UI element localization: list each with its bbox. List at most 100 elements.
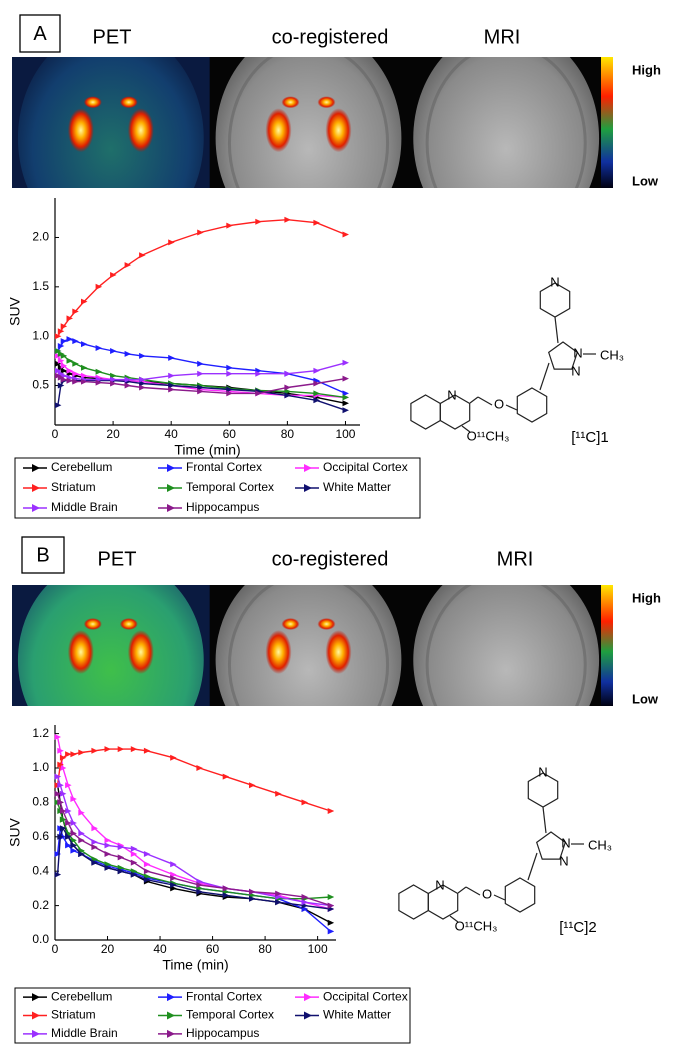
structure [398,772,584,923]
panel-label-box [19,14,61,53]
legend-marker [304,464,312,472]
legend-marker [32,993,40,1002]
x-tick-label: 40 [153,942,167,956]
phenyl-ring [516,387,548,423]
brain [215,585,402,706]
bond [527,852,538,881]
uptake-spot [325,108,352,153]
atom-label: O [482,886,492,901]
bond [542,806,547,834]
atom-label: N [561,835,570,850]
bond [539,362,550,391]
quinoline-ring [398,884,429,920]
colorbar-high: High [632,590,661,605]
legend-label: Frontal Cortex [186,989,262,1003]
brain [17,585,204,706]
y-tick-label: 1.5 [32,279,49,293]
atom-label: N [435,877,444,892]
uptake-spot [83,96,102,109]
brain-inner [227,57,390,188]
atom-label: O [494,396,504,411]
legend-label: Hippocampus [186,1026,259,1040]
uptake-spot [265,630,292,675]
legend-marker [32,484,40,492]
bond [465,886,481,896]
x-tick-label: 80 [258,942,272,956]
image-title: MRI [484,26,521,48]
legend-label: Occipital Cortex [323,989,408,1003]
y-axis-title: SUV [7,817,23,846]
atom-label: CH₃ [600,347,624,362]
compound-name: [¹¹C]1 [571,429,609,446]
series-line [54,790,335,909]
atom-label: O¹¹CH₃ [455,918,498,933]
x-tick-label: 100 [335,427,355,441]
uptake-spot [281,96,300,109]
legend-label: Striatum [51,1008,96,1022]
legend-label: Hippocampus [186,500,259,514]
uptake-spot [119,618,138,631]
atom-label: O¹¹CH₃ [467,428,510,443]
image-strip [12,57,605,188]
uptake-spot [281,618,300,631]
series-line [54,372,349,397]
image-title: PET [93,26,132,48]
legend-marker [167,1029,175,1038]
y-tick-label: 0.5 [32,378,49,392]
y-tick-label: 0.2 [32,898,49,912]
atom-label: N [538,764,547,779]
legend-label: Cerebellum [51,460,112,474]
bond [554,316,559,344]
atom-label: N [550,274,559,289]
bond [477,396,493,406]
legend-label: Temporal Cortex [186,1008,274,1022]
brain-inner [425,585,587,706]
image-strip [12,585,605,706]
legend-marker [167,464,175,472]
uptake-spot [317,96,336,109]
legend-box [14,987,411,1044]
x-tick-label: 60 [206,942,220,956]
legend-marker [167,484,175,492]
y-tick-label: 1.2 [32,726,49,740]
colorbar-low: Low [632,691,659,706]
brain [413,585,600,706]
bond [493,894,506,901]
y-tick-label: 1.0 [32,328,49,342]
image-title: PET [98,548,137,570]
legend-label: White Matter [323,480,391,494]
pyrazole-ring [547,341,579,370]
phenyl-ring [504,877,536,913]
legend-marker [167,1011,175,1020]
brain-inner [425,57,587,188]
colorbar-high: High [632,62,661,77]
y-tick-label: 0.4 [32,863,49,877]
legend-marker [304,993,312,1002]
series-line [54,216,349,340]
colorbar [601,585,613,706]
x-axis-title: Time (min) [162,957,228,973]
series-line [54,825,335,912]
legend-marker [304,1011,312,1020]
y-tick-label: 0.6 [32,829,49,843]
legend-label: Cerebellum [51,989,112,1003]
y-tick-label: 0.0 [32,932,49,946]
uptake-spot [67,108,94,153]
uptake-spot [127,108,154,153]
atom-label: N [559,853,568,868]
bond [505,404,518,411]
panel-label: B [36,544,49,566]
quinoline-ring [410,394,441,430]
colorbar [601,57,613,188]
legend-label: Occipital Cortex [323,460,408,474]
bond [461,425,471,433]
compound-name: [¹¹C]2 [559,919,597,936]
bond [469,396,479,404]
atom-label: N [447,387,456,402]
legend-label: White Matter [323,1008,391,1022]
brain [17,57,204,188]
